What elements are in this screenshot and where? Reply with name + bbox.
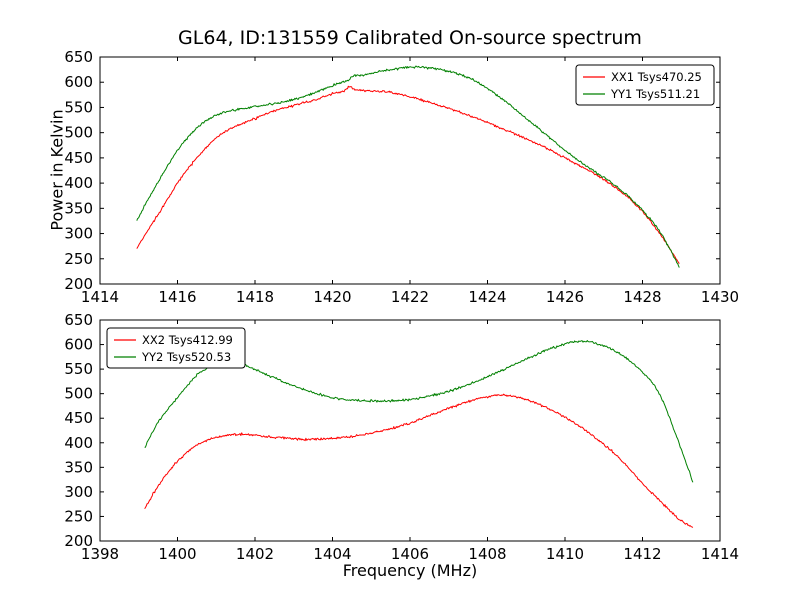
series-line-YY1: [136, 65, 680, 268]
x-tick-label: 1430: [701, 288, 739, 306]
y-tick-label: 200: [64, 275, 93, 293]
y-tick-label: 600: [64, 336, 93, 354]
series-line-XX1: [136, 85, 680, 264]
x-tick-label: 1404: [313, 545, 351, 563]
x-tick-label: 1426: [546, 288, 584, 306]
x-tick-label: 1414: [701, 545, 739, 563]
subplot-top: 1414 1416 1418 1420 1422 1424 1426 1428 1430 200 2…: [64, 48, 739, 306]
legend-label: YY1 Tsys511.21: [610, 87, 700, 101]
y-tick-label: 250: [64, 250, 93, 268]
x-tick-label: 1412: [623, 545, 661, 563]
y-tick-label: 400: [64, 174, 93, 192]
y-tick-label: 200: [64, 532, 93, 550]
y-tick-label: 300: [64, 483, 93, 501]
x-tick-label: 1402: [236, 545, 274, 563]
legend-label: YY2 Tsys520.53: [141, 350, 231, 364]
legend-label: XX2 Tsys412.99: [142, 333, 233, 347]
chart-title: GL64, ID:131559 Calibrated On-source spe…: [178, 27, 642, 49]
x-tick-label: 1398: [81, 545, 119, 563]
y-tick-label: 400: [64, 434, 93, 452]
y-tick-label: 650: [64, 311, 93, 329]
y-tick-label: 550: [64, 360, 93, 378]
y-tick-label: 350: [64, 199, 93, 217]
y-tick-label: 250: [64, 507, 93, 525]
y-tick-label: 650: [64, 48, 93, 66]
y-tick-label: 550: [64, 98, 93, 116]
legend-box: [575, 64, 715, 106]
x-tick-label: 1424: [468, 288, 506, 306]
y-tick-label: 450: [64, 409, 93, 427]
y-tick-label: 450: [64, 149, 93, 167]
x-tick-label: 1420: [313, 288, 351, 306]
x-tick-label: 1408: [468, 545, 506, 563]
x-tick-label: 1428: [623, 288, 661, 306]
subplot-bottom: 1398 1400 1402 1404 1406 1408 1410 1412 1414 200 2…: [64, 311, 739, 563]
y-tick-label: 500: [64, 385, 93, 403]
y-tick-label: 600: [64, 73, 93, 91]
y-tick-label: 300: [64, 225, 93, 243]
x-tick-label: 1406: [391, 545, 429, 563]
x-tick-label: 1422: [391, 288, 429, 306]
x-tick-label: 1418: [236, 288, 274, 306]
x-tick-label: 1410: [546, 545, 584, 563]
y-tick-label: 500: [64, 124, 93, 142]
legend-label: XX1 Tsys470.25: [611, 70, 702, 84]
x-tick-label: 1414: [81, 288, 119, 306]
x-tick-label: 1416: [158, 288, 196, 306]
legend-box: [106, 327, 246, 369]
y-tick-label: 350: [64, 458, 93, 476]
x-axis-label: Frequency (MHz): [342, 561, 478, 580]
x-tick-label: 1400: [158, 545, 196, 563]
series-line-XX2: [144, 393, 694, 528]
